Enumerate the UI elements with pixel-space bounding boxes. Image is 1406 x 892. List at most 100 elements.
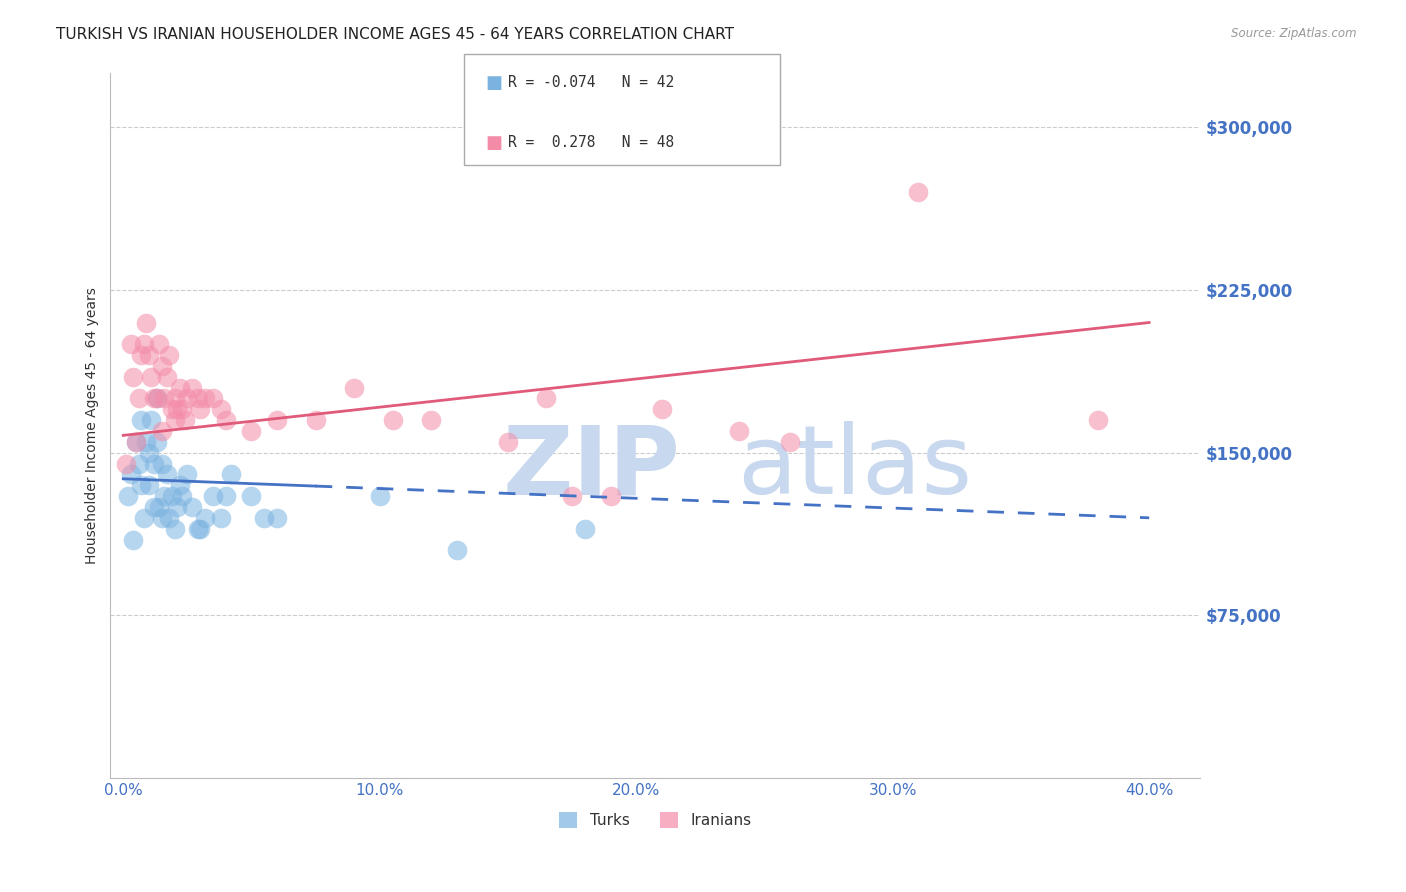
- Point: [145, 392, 167, 406]
- Point: [129, 413, 152, 427]
- Point: [651, 402, 673, 417]
- Point: [122, 533, 145, 547]
- Point: [181, 381, 204, 395]
- Point: [181, 500, 204, 514]
- Point: [561, 489, 583, 503]
- Point: [215, 489, 238, 503]
- Point: [135, 434, 157, 449]
- Point: [304, 413, 326, 427]
- Point: [150, 457, 173, 471]
- Text: TURKISH VS IRANIAN HOUSEHOLDER INCOME AGES 45 - 64 YEARS CORRELATION CHART: TURKISH VS IRANIAN HOUSEHOLDER INCOME AG…: [56, 27, 734, 42]
- Point: [194, 392, 217, 406]
- Point: [381, 413, 404, 427]
- Point: [176, 467, 198, 482]
- Point: [574, 522, 596, 536]
- Point: [148, 337, 170, 351]
- Point: [150, 511, 173, 525]
- Point: [1087, 413, 1109, 427]
- Point: [169, 381, 191, 395]
- Point: [194, 511, 217, 525]
- Point: [266, 413, 288, 427]
- Text: Source: ZipAtlas.com: Source: ZipAtlas.com: [1232, 27, 1357, 40]
- Point: [727, 424, 749, 438]
- Point: [141, 369, 163, 384]
- Point: [156, 369, 179, 384]
- Point: [163, 392, 186, 406]
- Text: R = -0.074   N = 42: R = -0.074 N = 42: [508, 76, 673, 90]
- Point: [187, 522, 209, 536]
- Point: [599, 489, 621, 503]
- Point: [128, 457, 150, 471]
- Point: [368, 489, 391, 503]
- Point: [141, 413, 163, 427]
- Point: [201, 489, 224, 503]
- Point: [114, 457, 136, 471]
- Point: [150, 359, 173, 373]
- Point: [160, 402, 183, 417]
- Point: [120, 337, 142, 351]
- Point: [122, 369, 145, 384]
- Point: [143, 457, 166, 471]
- Point: [166, 402, 188, 417]
- Point: [343, 381, 366, 395]
- Point: [163, 413, 186, 427]
- Point: [907, 186, 929, 200]
- Text: ■: ■: [485, 74, 502, 92]
- Text: ZIP: ZIP: [503, 421, 681, 515]
- Point: [156, 467, 179, 482]
- Point: [169, 478, 191, 492]
- Point: [219, 467, 242, 482]
- Point: [779, 434, 801, 449]
- Point: [125, 434, 148, 449]
- Point: [153, 392, 176, 406]
- Point: [496, 434, 519, 449]
- Point: [135, 316, 157, 330]
- Point: [145, 434, 167, 449]
- Point: [143, 500, 166, 514]
- Y-axis label: Householder Income Ages 45 - 64 years: Householder Income Ages 45 - 64 years: [86, 287, 100, 564]
- Point: [173, 413, 195, 427]
- Point: [420, 413, 443, 427]
- Point: [157, 511, 180, 525]
- Text: R =  0.278   N = 48: R = 0.278 N = 48: [508, 136, 673, 150]
- Point: [138, 348, 160, 362]
- Point: [132, 511, 155, 525]
- Legend: Turks, Iranians: Turks, Iranians: [553, 805, 758, 834]
- Point: [172, 402, 194, 417]
- Point: [536, 392, 558, 406]
- Point: [266, 511, 288, 525]
- Point: [176, 392, 198, 406]
- Point: [128, 392, 150, 406]
- Point: [138, 478, 160, 492]
- Point: [125, 434, 148, 449]
- Point: [253, 511, 276, 525]
- Point: [166, 500, 188, 514]
- Point: [132, 337, 155, 351]
- Point: [240, 489, 263, 503]
- Point: [188, 402, 211, 417]
- Point: [148, 500, 170, 514]
- Point: [120, 467, 142, 482]
- Text: ■: ■: [485, 134, 502, 152]
- Text: atlas: atlas: [737, 421, 973, 515]
- Point: [138, 446, 160, 460]
- Point: [209, 402, 232, 417]
- Point: [187, 392, 209, 406]
- Point: [240, 424, 263, 438]
- Point: [446, 543, 468, 558]
- Point: [117, 489, 139, 503]
- Point: [160, 489, 183, 503]
- Point: [215, 413, 238, 427]
- Point: [129, 478, 152, 492]
- Point: [143, 392, 166, 406]
- Point: [157, 348, 180, 362]
- Point: [201, 392, 224, 406]
- Point: [150, 424, 173, 438]
- Point: [129, 348, 152, 362]
- Point: [172, 489, 194, 503]
- Point: [145, 392, 167, 406]
- Point: [163, 522, 186, 536]
- Point: [153, 489, 176, 503]
- Point: [188, 522, 211, 536]
- Point: [209, 511, 232, 525]
